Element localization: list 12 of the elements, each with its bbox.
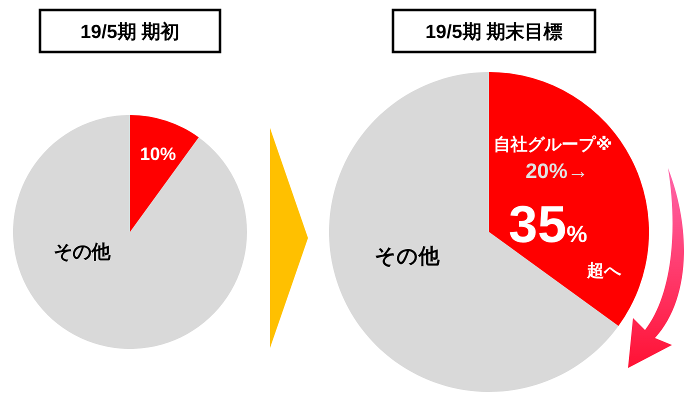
pie-slice: [130, 115, 199, 232]
slice-label: 自社グループ※: [494, 135, 612, 154]
chart-title: 19/5期 期末目標: [425, 21, 563, 43]
data-label: 10%: [140, 144, 176, 164]
text: 超へ: [586, 261, 622, 280]
data-label: 35%: [508, 196, 588, 254]
slice-label: その他: [374, 245, 440, 268]
text: 20%→: [525, 160, 589, 183]
pie-slice: [13, 115, 247, 349]
pie-slice: [489, 72, 649, 326]
slice-label: その他: [54, 242, 112, 263]
chart-title: 19/5期 期初: [80, 21, 180, 43]
